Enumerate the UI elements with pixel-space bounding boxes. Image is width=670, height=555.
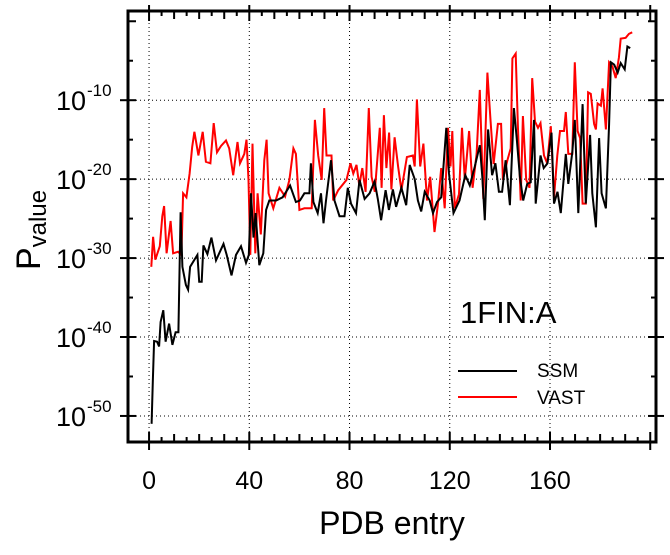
legend-label-ssm: SSM — [537, 361, 578, 382]
plot-frame — [126, 9, 658, 444]
y-tick-label-base: 10 — [56, 86, 86, 116]
y-tick-label-base: 10 — [56, 402, 86, 432]
legend-label-vast: VAST — [537, 388, 586, 409]
y-tick-label-exponent: -30 — [87, 239, 112, 258]
svg-text:Pvalue: Pvalue — [10, 190, 52, 270]
y-tick-label-exponent: -50 — [87, 397, 112, 416]
x-tick-labels: 0 40 80 120 160 — [142, 467, 571, 495]
structure-annotation: 1FIN:A — [460, 295, 557, 330]
x-tick-label: 40 — [235, 467, 263, 495]
y-tick-label-base: 10 — [56, 165, 86, 195]
y-axis-label-subscript: value — [25, 190, 52, 247]
y-axis-label-main: P — [10, 247, 48, 270]
y-tick-label-base: 10 — [56, 244, 86, 274]
series-line-ssm — [150, 44, 631, 424]
series-line-vast — [150, 31, 633, 267]
y-tick-label-exponent: -10 — [87, 81, 112, 100]
x-tick-label: 120 — [429, 467, 471, 495]
axis-ticks — [120, 5, 664, 450]
legend: SSM VAST — [458, 361, 586, 409]
x-axis-label: PDB entry — [319, 505, 465, 541]
x-tick-label: 0 — [142, 467, 156, 495]
series-lines — [150, 31, 633, 424]
x-tick-label: 80 — [336, 467, 364, 495]
y-tick-label-exponent: -40 — [87, 318, 112, 337]
x-tick-label: 160 — [529, 467, 571, 495]
y-tick-label-base: 10 — [56, 323, 86, 353]
y-axis-label: Pvalue — [10, 190, 52, 270]
y-tick-label-exponent: -20 — [87, 160, 112, 179]
